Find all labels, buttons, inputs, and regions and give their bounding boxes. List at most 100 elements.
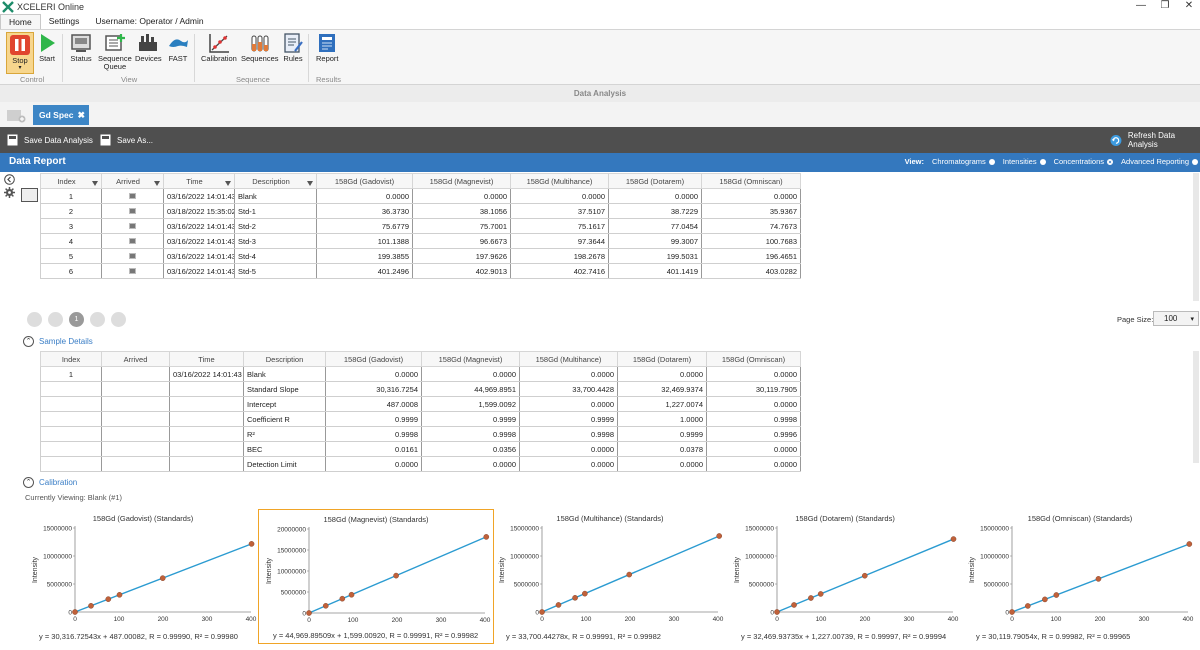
fast-button[interactable]: FAST: [167, 32, 189, 63]
column-header[interactable]: 158Gd (Dotarem): [608, 173, 702, 189]
x-tick-label: 300: [1139, 616, 1150, 623]
calibration-chart[interactable]: 158Gd (Multihance) (Standards) 0 5000000 10…: [492, 509, 728, 644]
table-cell: 75.6779: [316, 218, 413, 234]
calibration-button[interactable]: Calibration: [201, 32, 237, 63]
column-header[interactable]: Arrived: [101, 351, 170, 367]
save-data-analysis-button[interactable]: Save Data Analysis: [7, 127, 93, 153]
view-option-intensities[interactable]: Intensities: [1003, 157, 1046, 166]
table-row[interactable]: 3 03/16/2022 14:01:43 Std-2 75.6779 75.7001 7…: [40, 218, 801, 234]
tab-username[interactable]: Username: Operator / Admin: [95, 16, 204, 26]
x-tick-label: 100: [1051, 616, 1062, 623]
column-header[interactable]: Description: [234, 173, 317, 189]
y-tick-label: 10000000: [43, 554, 72, 561]
close-window-button[interactable]: ✕: [1184, 0, 1194, 11]
table-row[interactable]: Detection Limit 0.0000 0.0000 0.0000 0.0000 0…: [40, 456, 801, 472]
calibration-header[interactable]: ⌃ Calibration: [23, 477, 77, 488]
start-button[interactable]: Start: [36, 32, 58, 63]
settings-gear-icon[interactable]: [4, 187, 15, 198]
calibration-chart[interactable]: 158Gd (Omniscan) (Standards) 0 5000000 1000…: [962, 509, 1198, 644]
group-label-results: Results: [316, 75, 342, 84]
table-row[interactable]: 6 03/16/2022 14:01:43 Std-5 401.2496 402.901…: [40, 263, 801, 279]
minimize-button[interactable]: —: [1136, 0, 1146, 11]
table-row[interactable]: Standard Slope 30,316.7254 44,969.8951 33,7…: [40, 381, 801, 397]
filter-icon[interactable]: [307, 180, 313, 186]
queue-label-2: Queue: [103, 62, 127, 71]
status-button[interactable]: Status: [70, 32, 92, 63]
column-header[interactable]: 158Gd (Magnevist): [421, 351, 520, 367]
y-tick-label: 5000000: [281, 590, 307, 597]
column-header[interactable]: Index: [40, 351, 102, 367]
sequence-queue-button[interactable]: Sequence Queue: [98, 32, 132, 71]
table-row[interactable]: Intercept 487.0008 1,599.0092 0.0000 1,227.0…: [40, 396, 801, 412]
devices-button[interactable]: Devices: [135, 32, 162, 63]
back-arrow-icon[interactable]: [4, 174, 15, 185]
pager-current-page[interactable]: 1: [69, 312, 84, 327]
y-tick-label: 10000000: [510, 554, 539, 561]
filter-icon[interactable]: [225, 180, 231, 186]
sequences-button[interactable]: Sequences: [241, 32, 279, 63]
table-row[interactable]: 2 03/18/2022 15:35:02 Std-1 36.3730 38.1056 3…: [40, 203, 801, 219]
column-header[interactable]: 158Gd (Multihance): [510, 173, 609, 189]
table-scrollbar[interactable]: [1193, 173, 1199, 301]
close-tab-icon[interactable]: ✖: [77, 109, 85, 120]
column-header[interactable]: Arrived: [101, 173, 164, 189]
tab-home[interactable]: Home: [0, 14, 41, 29]
calibration-chart[interactable]: 158Gd (Dotarem) (Standards) 0 5000000 10000…: [727, 509, 963, 644]
save-as-icon: [100, 134, 111, 146]
column-header[interactable]: 158Gd (Dotarem): [617, 351, 707, 367]
save-as-button[interactable]: Save As...: [100, 127, 153, 153]
column-header[interactable]: 158Gd (Omniscan): [706, 351, 801, 367]
page-size-select[interactable]: 100 ▾: [1153, 311, 1199, 326]
column-header[interactable]: Description: [243, 351, 326, 367]
table-cell: R²: [243, 426, 326, 442]
calibration-chart[interactable]: 158Gd (Gadovist) (Standards) 0 5000000 1000…: [25, 509, 261, 644]
pager-prev-button[interactable]: [48, 312, 63, 327]
pager-next-button[interactable]: [90, 312, 105, 327]
table-cell: 44,969.8951: [421, 381, 520, 397]
refresh-data-analysis-button[interactable]: Refresh Data Analysis: [1110, 127, 1200, 153]
view-option-chromatograms[interactable]: Chromatograms: [932, 157, 995, 166]
pager-last-button[interactable]: [111, 312, 126, 327]
data-point: [248, 541, 255, 547]
data-point: [393, 572, 399, 579]
queue-icon: [105, 34, 125, 51]
data-point: [861, 572, 868, 579]
sample-details-header[interactable]: ⌃ Sample Details: [23, 336, 93, 347]
table-cell: 03/16/2022 14:01:43: [163, 218, 235, 234]
column-header[interactable]: 158Gd (Omniscan): [701, 173, 801, 189]
filter-icon[interactable]: [92, 180, 98, 186]
tab-settings[interactable]: Settings: [48, 16, 80, 26]
column-header[interactable]: 158Gd (Gadovist): [316, 173, 413, 189]
table-row[interactable]: 1 03/16/2022 14:01:43 Blank 0.0000 0.0000 0.0…: [40, 366, 801, 382]
details-scrollbar[interactable]: [1193, 351, 1199, 463]
rules-button[interactable]: Rules: [282, 32, 304, 63]
save-icon: [7, 134, 18, 146]
column-header[interactable]: Time: [169, 351, 244, 367]
table-cell: 197.9626: [412, 248, 511, 264]
calibration-chart[interactable]: 158Gd (Magnevist) (Standards) 0 5000000 100…: [258, 509, 494, 644]
table-row[interactable]: 4 03/16/2022 14:01:43 Std-3 101.1388 96.6673…: [40, 233, 801, 249]
tab-gd-spec[interactable]: Gd Spec ✖: [33, 105, 89, 125]
pager-first-button[interactable]: [27, 312, 42, 327]
column-header[interactable]: 158Gd (Magnevist): [412, 173, 511, 189]
view-option-advanced-reporting[interactable]: Advanced Reporting: [1121, 157, 1198, 166]
column-header[interactable]: 158Gd (Gadovist): [325, 351, 422, 367]
report-button[interactable]: Report: [316, 32, 339, 63]
table-row[interactable]: 1 03/16/2022 14:01:43 Blank 0.0000 0.0000 0.0…: [40, 188, 801, 204]
table-row[interactable]: 5 03/16/2022 14:01:43 Std-4 199.3855 197.962…: [40, 248, 801, 264]
row-selector[interactable]: [21, 188, 38, 202]
filter-icon[interactable]: [154, 180, 160, 186]
column-header[interactable]: Index: [40, 173, 102, 189]
xceleri-logo-icon: [2, 1, 14, 13]
column-header[interactable]: Time: [163, 173, 235, 189]
table-row[interactable]: R² 0.9998 0.9998 0.9998 0.9999 0.9996: [40, 426, 801, 442]
stop-button[interactable]: Stop ▾: [6, 32, 34, 74]
maximize-button[interactable]: ❐: [1160, 0, 1170, 11]
devices-label: Devices: [135, 54, 162, 63]
table-row[interactable]: Coefficient R 0.9999 0.9999 0.9999 1.0000 0.9…: [40, 411, 801, 427]
table-row[interactable]: BEC 0.0161 0.0356 0.0000 0.0378 0.0000: [40, 441, 801, 457]
view-option-concentrations[interactable]: Concentrations: [1054, 157, 1114, 166]
table-cell: [40, 381, 102, 397]
column-header[interactable]: 158Gd (Multihance): [519, 351, 618, 367]
new-tab-icon[interactable]: [7, 108, 26, 123]
